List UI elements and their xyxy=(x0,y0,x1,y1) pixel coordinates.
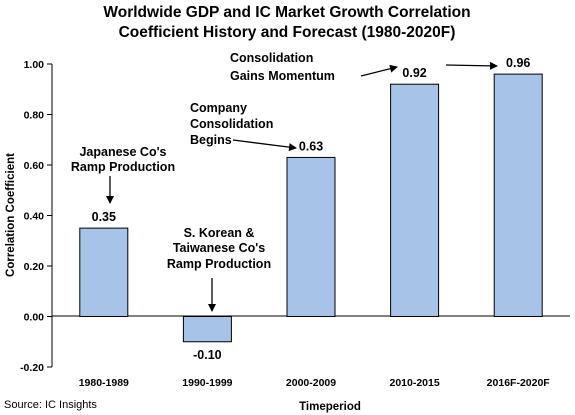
y-tick-label: 0.20 xyxy=(24,261,45,273)
annotation-korean-line-2: Taiwanese Co's xyxy=(173,241,265,255)
x-tick-label: 1990-1999 xyxy=(182,377,232,389)
annotation-gains-momentum-arrow-2 xyxy=(445,61,498,70)
annotation-gains-momentum-line-1: Consolidation xyxy=(230,51,313,65)
bar-1980-1989 xyxy=(79,227,129,317)
annotation-consolidation-begins-arrow xyxy=(232,139,297,152)
x-tick-label: 2000-2009 xyxy=(286,377,336,389)
x-tick-label: 2010-2015 xyxy=(389,377,439,389)
y-ticks: 1.00 0.80 0.60 0.40 0.20 0.00 -0.20 xyxy=(20,59,52,374)
y-tick-label: 0.40 xyxy=(24,211,45,223)
annotation-japanese-line-1: Japanese Co's xyxy=(79,145,166,159)
x-tick-label: 2016F-2020F xyxy=(487,377,551,389)
source-note: Source: IC Insights xyxy=(4,399,97,411)
annotation-korean-line-3: Ramp Production xyxy=(167,257,271,271)
x-axis-label: Timeperiod xyxy=(299,401,361,413)
value-label: 0.92 xyxy=(402,66,426,80)
x-tick-label: 1980-1989 xyxy=(79,377,129,389)
x-ticks: 1980-1989 1990-1999 2000-2009 2010-2015 2016… xyxy=(79,377,551,389)
annotation-gains-momentum-line-2: Gains Momentum xyxy=(230,69,335,83)
bars xyxy=(79,73,543,343)
annotation-korean: S. Korean & Taiwanese Co's Ramp Producti… xyxy=(167,226,271,312)
annotation-consolidation-begins-line-1: Company xyxy=(190,101,247,115)
annotation-japanese-line-2: Ramp Production xyxy=(71,160,175,174)
value-labels: 0.35 -0.10 0.63 0.92 0.96 xyxy=(92,56,531,362)
y-tick-label: 0.60 xyxy=(24,160,45,172)
annotation-korean-line-1: S. Korean & xyxy=(184,226,255,240)
annotation-gains-momentum-arrow-1 xyxy=(360,64,398,77)
annotation-japanese: Japanese Co's Ramp Production xyxy=(71,145,175,204)
bar-1990-1999 xyxy=(182,316,232,343)
chart-title-line-1: Worldwide GDP and IC Market Growth Corre… xyxy=(103,4,470,21)
y-tick-label: 1.00 xyxy=(24,59,45,71)
y-tick-label: 0.00 xyxy=(24,312,45,324)
bar-2000-2009 xyxy=(286,156,336,317)
annotation-consolidation-begins-line-3: Begins xyxy=(190,133,232,147)
y-tick-label: -0.20 xyxy=(20,362,44,374)
y-axis-label: Correlation Coefficient xyxy=(5,153,17,277)
value-label: 0.63 xyxy=(299,139,323,153)
y-tick-label: 0.80 xyxy=(24,110,45,122)
chart-title-line-2: Coefficient History and Forecast (1980-2… xyxy=(119,24,456,41)
bar-2010-2015 xyxy=(390,83,440,317)
value-label: 0.35 xyxy=(92,210,116,224)
annotation-consolidation-begins-line-2: Consolidation xyxy=(190,117,273,131)
value-label: -0.10 xyxy=(193,348,222,362)
bar-2016F-2020F xyxy=(493,73,543,317)
value-label: 0.96 xyxy=(506,56,530,70)
annotation-gains-momentum: Consolidation Gains Momentum xyxy=(230,51,498,83)
annotation-consolidation-begins: Company Consolidation Begins xyxy=(190,101,297,152)
